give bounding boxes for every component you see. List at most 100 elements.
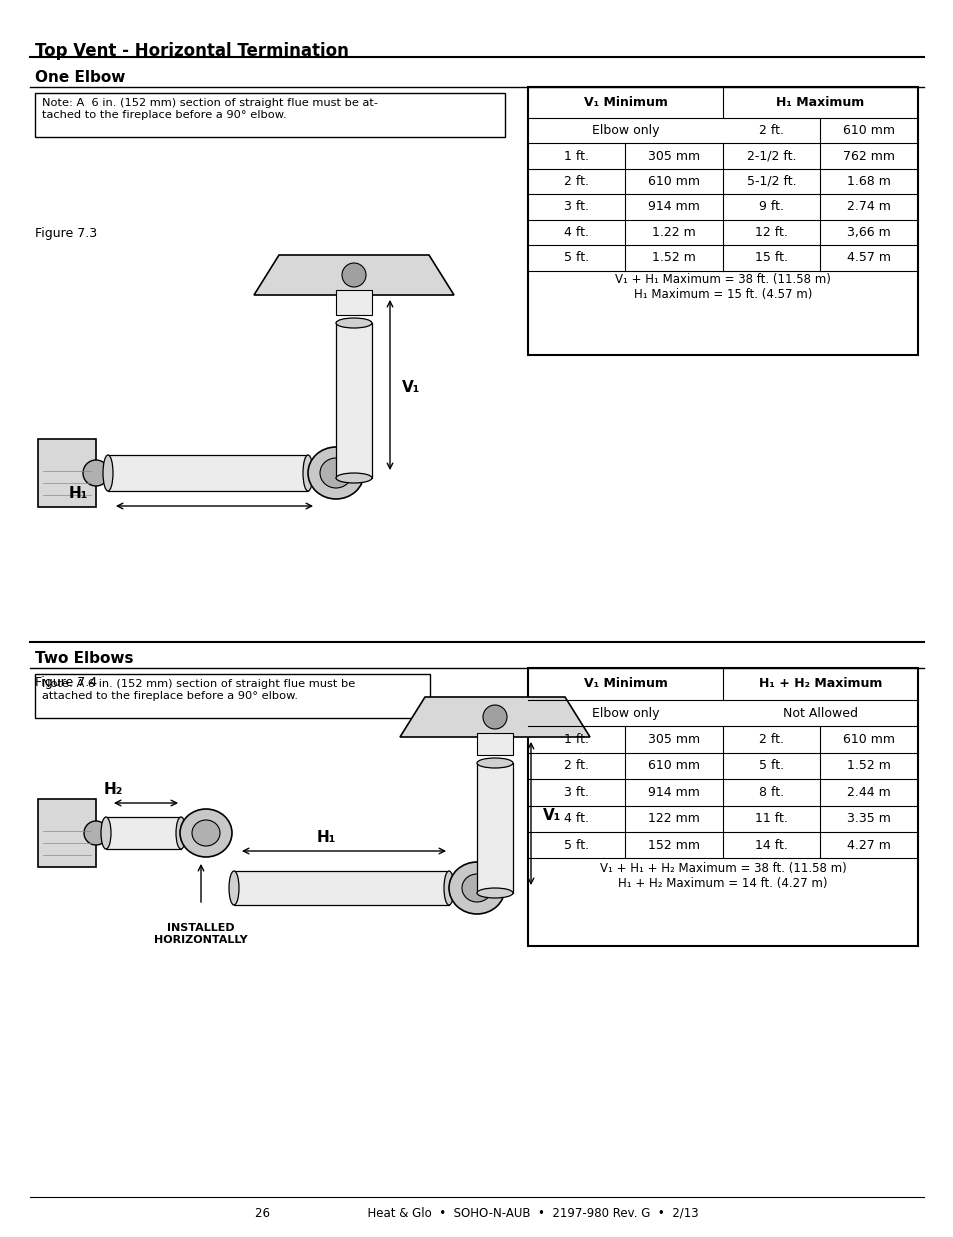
Ellipse shape [476,758,513,768]
Text: H₁: H₁ [69,486,88,501]
Text: 4.57 m: 4.57 m [846,251,890,265]
Text: 4 ft.: 4 ft. [563,813,589,825]
Bar [38,799,96,867]
Text: H₂: H₂ [104,782,123,797]
Bar [335,289,372,315]
Ellipse shape [476,888,513,898]
Circle shape [341,263,366,287]
Text: Note: A  6 in. (152 mm) section of straight flue must be at-
tached to the firep: Note: A 6 in. (152 mm) section of straig… [42,98,377,120]
Bar [106,816,181,849]
Text: 5 ft.: 5 ft. [563,251,589,265]
Text: V₁ Minimum: V₁ Minimum [583,96,667,109]
Text: Not Allowed: Not Allowed [782,706,857,720]
Text: Elbow only: Elbow only [591,124,659,137]
Text: V₁: V₁ [401,380,420,395]
Bar [108,455,308,491]
Text: 1.22 m: 1.22 m [652,226,696,239]
Ellipse shape [461,875,492,902]
Text: Figure 7.3: Figure 7.3 [35,228,97,240]
Text: 15 ft.: 15 ft. [755,251,787,265]
Text: 4.27 m: 4.27 m [846,839,890,852]
Text: 2 ft.: 2 ft. [759,734,783,746]
Text: Two Elbows: Two Elbows [35,651,133,666]
Text: 305 mm: 305 mm [647,150,700,162]
Text: 3 ft.: 3 ft. [563,200,589,214]
Bar [527,87,917,355]
Text: 610 mm: 610 mm [842,734,894,746]
Text: INSTALLED
HORIZONTALLY: INSTALLED HORIZONTALLY [154,923,248,945]
Text: 2 ft.: 2 ft. [759,124,783,137]
Text: 11 ft.: 11 ft. [755,813,787,825]
Ellipse shape [175,816,186,849]
Text: 4 ft.: 4 ft. [563,226,589,239]
Text: 3,66 m: 3,66 m [846,226,890,239]
Text: 1 ft.: 1 ft. [563,734,589,746]
Ellipse shape [103,455,112,491]
Text: 122 mm: 122 mm [648,813,700,825]
Text: 5-1/2 ft.: 5-1/2 ft. [746,174,796,188]
Bar [527,668,917,946]
Text: 610 mm: 610 mm [648,760,700,772]
Text: 2.44 m: 2.44 m [846,785,890,799]
Ellipse shape [449,862,504,914]
Bar [476,734,513,755]
Ellipse shape [335,318,372,328]
Ellipse shape [303,455,313,491]
Text: 305 mm: 305 mm [647,734,700,746]
Bar [35,93,504,137]
Text: 5 ft.: 5 ft. [563,839,589,852]
Text: 3.35 m: 3.35 m [846,813,890,825]
Text: 12 ft.: 12 ft. [755,226,787,239]
Text: V₁: V₁ [542,809,560,824]
Text: 2-1/2 ft.: 2-1/2 ft. [746,150,796,162]
Text: 1 ft.: 1 ft. [563,150,589,162]
Circle shape [482,705,506,729]
Text: Figure 7.4: Figure 7.4 [35,675,97,689]
Text: One Elbow: One Elbow [35,71,125,85]
Text: 1.52 m: 1.52 m [652,251,696,265]
Text: 610 mm: 610 mm [842,124,894,137]
Bar [35,674,430,717]
Text: 1.68 m: 1.68 m [846,174,890,188]
Text: 2 ft.: 2 ft. [563,760,589,772]
Bar [38,439,96,507]
Ellipse shape [443,871,454,905]
Text: 914 mm: 914 mm [648,200,700,214]
Text: 762 mm: 762 mm [842,150,894,162]
Circle shape [84,821,108,845]
Bar [233,871,449,905]
Ellipse shape [192,820,220,846]
Text: V₁ + H₁ + H₂ Maximum = 38 ft. (11.58 m)
H₁ + H₂ Maximum = 14 ft. (4.27 m): V₁ + H₁ + H₂ Maximum = 38 ft. (11.58 m) … [599,862,845,889]
Ellipse shape [308,447,364,499]
Ellipse shape [319,458,352,489]
Text: Top Vent - Horizontal Termination: Top Vent - Horizontal Termination [35,42,349,61]
Text: H₁ + H₂ Maximum: H₁ + H₂ Maximum [758,678,882,690]
Bar [476,763,513,893]
Text: 5 ft.: 5 ft. [759,760,783,772]
Text: 914 mm: 914 mm [648,785,700,799]
Circle shape [83,460,109,486]
Ellipse shape [229,871,239,905]
Text: 152 mm: 152 mm [648,839,700,852]
Text: V₁ + H₁ Maximum = 38 ft. (11.58 m)
H₁ Maximum = 15 ft. (4.57 m): V₁ + H₁ Maximum = 38 ft. (11.58 m) H₁ Ma… [615,273,830,302]
Ellipse shape [335,473,372,482]
Text: 610 mm: 610 mm [648,174,700,188]
Text: H₁ Maximum: H₁ Maximum [776,96,863,109]
Text: 9 ft.: 9 ft. [759,200,783,214]
Ellipse shape [101,816,111,849]
Text: 26                          Heat & Glo  •  SOHO-N-AUB  •  2197-980 Rev. G  •  2/: 26 Heat & Glo • SOHO-N-AUB • 2197-980 Re… [254,1206,699,1220]
Text: 2 ft.: 2 ft. [563,174,589,188]
Bar [335,323,372,477]
Ellipse shape [180,809,232,857]
Text: 8 ft.: 8 ft. [759,785,783,799]
Text: 14 ft.: 14 ft. [755,839,787,852]
Text: 3 ft.: 3 ft. [563,785,589,799]
Text: Elbow only: Elbow only [591,706,659,720]
Text: Note: A 6 in. (152 mm) section of straight flue must be
attached to the fireplac: Note: A 6 in. (152 mm) section of straig… [42,679,355,700]
Text: 2.74 m: 2.74 m [846,200,890,214]
Text: H₁: H₁ [316,830,335,845]
Text: 1.52 m: 1.52 m [846,760,890,772]
Polygon shape [253,255,454,294]
Polygon shape [399,696,589,737]
Text: V₁ Minimum: V₁ Minimum [583,678,667,690]
